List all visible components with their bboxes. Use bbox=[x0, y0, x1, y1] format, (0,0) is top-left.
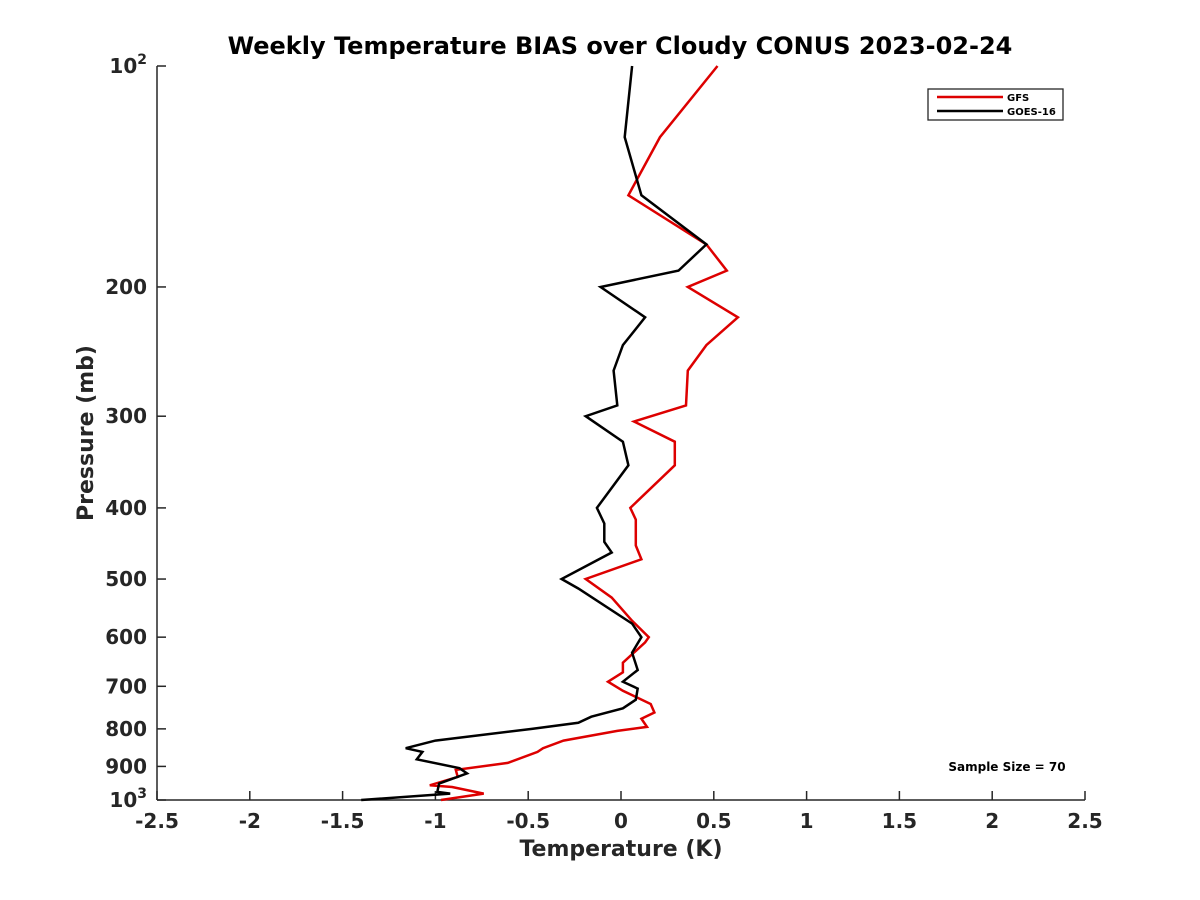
sample-size-note: Sample Size = 70 bbox=[948, 760, 1065, 774]
legend: GFS GOES-16 bbox=[927, 88, 1064, 121]
legend-label: GFS bbox=[1007, 93, 1029, 104]
y-tick-label: 300 bbox=[105, 404, 147, 428]
y-axis-label: Pressure (mb) bbox=[74, 345, 99, 521]
y-tick-label: 500 bbox=[105, 567, 147, 591]
x-tick-label: 0.5 bbox=[696, 809, 731, 833]
y-tick-label: 700 bbox=[105, 674, 147, 698]
y-tick-label: 900 bbox=[105, 754, 147, 778]
y-tick-label: 800 bbox=[105, 717, 147, 741]
x-axis-label: Temperature (K) bbox=[519, 837, 722, 862]
axes: -2.5 -2 -1.5 -1 -0.5 0 0.5 1 1.5 2 2.5 102 200 300 400… bbox=[105, 52, 1102, 833]
y-tick-label: 102 bbox=[109, 52, 147, 78]
y-tick-label: 600 bbox=[105, 625, 147, 649]
x-tick-label: -1 bbox=[424, 809, 446, 833]
x-tick-label: -1.5 bbox=[321, 809, 365, 833]
x-tick-label: -2.5 bbox=[135, 809, 179, 833]
x-tick-label: -2 bbox=[239, 809, 261, 833]
y-tick-label: 400 bbox=[105, 496, 147, 520]
x-tick-label: 2.5 bbox=[1067, 809, 1102, 833]
x-tick-label: 2 bbox=[985, 809, 999, 833]
legend-box bbox=[927, 88, 1064, 121]
x-tick-label: 1.5 bbox=[882, 809, 917, 833]
y-tick-label: 200 bbox=[105, 275, 147, 299]
series-line-goes-16 bbox=[361, 65, 709, 802]
series-line-gfs bbox=[429, 65, 741, 802]
y-tick-label: 103 bbox=[109, 786, 147, 812]
x-tick-label: 0 bbox=[614, 809, 628, 833]
series-layer bbox=[361, 65, 741, 802]
legend-label: GOES-16 bbox=[1007, 107, 1056, 118]
x-tick-label: 1 bbox=[800, 809, 814, 833]
chart-title: Weekly Temperature BIAS over Cloudy CONU… bbox=[228, 32, 1013, 60]
x-tick-label: -0.5 bbox=[506, 809, 550, 833]
